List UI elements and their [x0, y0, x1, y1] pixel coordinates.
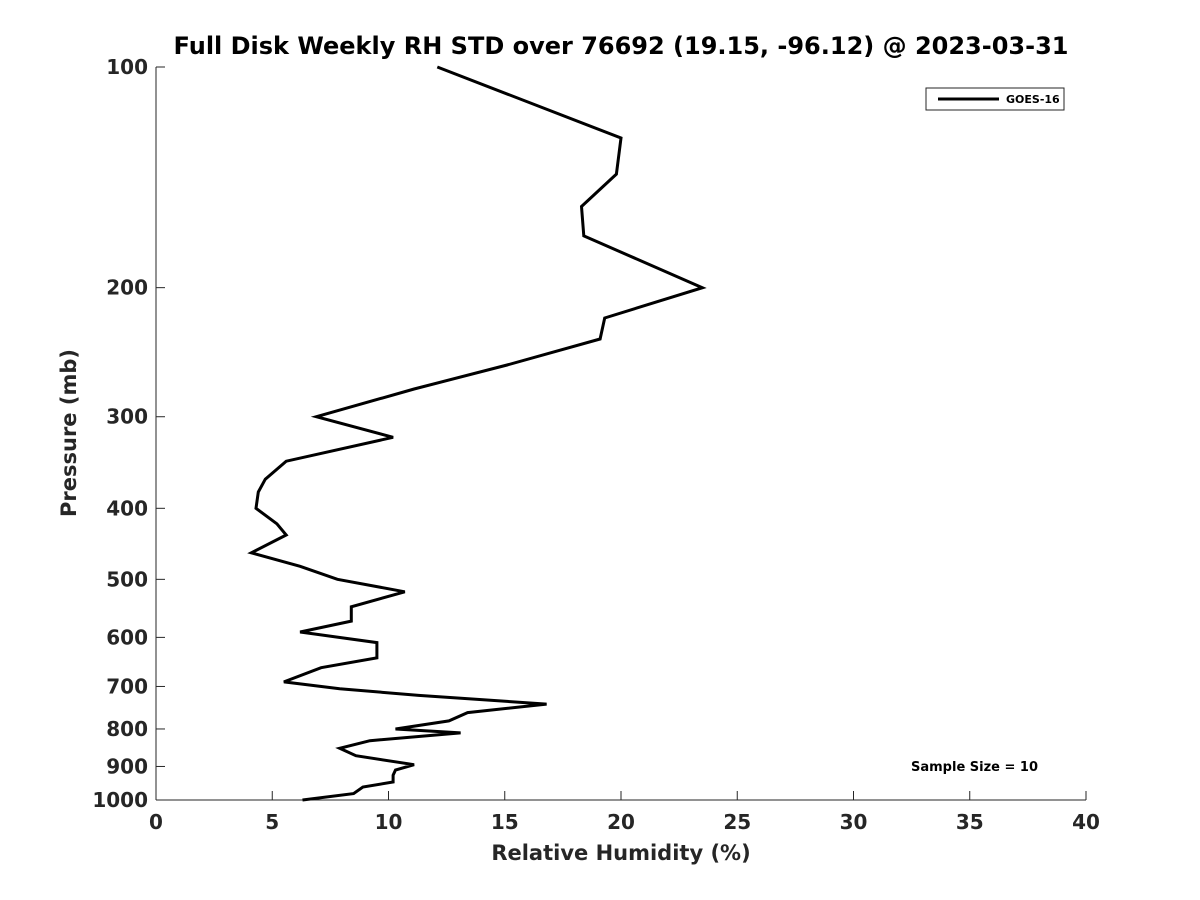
- x-tick-label: 0: [149, 810, 163, 834]
- y-tick-label: 800: [106, 717, 148, 741]
- x-tick-label: 25: [723, 810, 751, 834]
- legend: GOES-16: [925, 87, 1065, 111]
- y-tick-label: 1000: [92, 788, 148, 812]
- x-axis-label: Relative Humidity (%): [491, 841, 750, 865]
- y-tick-label: 200: [106, 276, 148, 300]
- y-tick-label: 600: [106, 625, 148, 649]
- series-group: [247, 65, 707, 802]
- y-axis-label: Pressure (mb): [57, 349, 81, 517]
- y-tick-label: 400: [106, 496, 148, 520]
- y-tick-label: 500: [106, 567, 148, 591]
- plot-area: [156, 67, 1086, 800]
- sample-size-annotation: Sample Size = 10: [911, 760, 1038, 775]
- chart-title: Full Disk Weekly RH STD over 76692 (19.1…: [174, 32, 1069, 60]
- y-tick-label: 100: [106, 55, 148, 79]
- y-tick-label: 300: [106, 405, 148, 429]
- legend-label: GOES-16: [1006, 93, 1060, 106]
- x-tick-label: 40: [1072, 810, 1100, 834]
- x-ticks: 0 5 10 15 20 25 30 35 40: [149, 791, 1100, 834]
- y-tick-label: 700: [106, 674, 148, 698]
- series-line-goes-16: [247, 65, 707, 802]
- y-tick-label: 900: [106, 754, 148, 778]
- x-tick-label: 10: [375, 810, 403, 834]
- x-tick-label: 35: [956, 810, 984, 834]
- x-tick-label: 15: [491, 810, 519, 834]
- x-tick-label: 30: [840, 810, 868, 834]
- x-tick-label: 20: [607, 810, 635, 834]
- x-tick-label: 5: [265, 810, 279, 834]
- y-ticks: 100 200 300 400 500 600 700 800 900 1000: [92, 55, 165, 812]
